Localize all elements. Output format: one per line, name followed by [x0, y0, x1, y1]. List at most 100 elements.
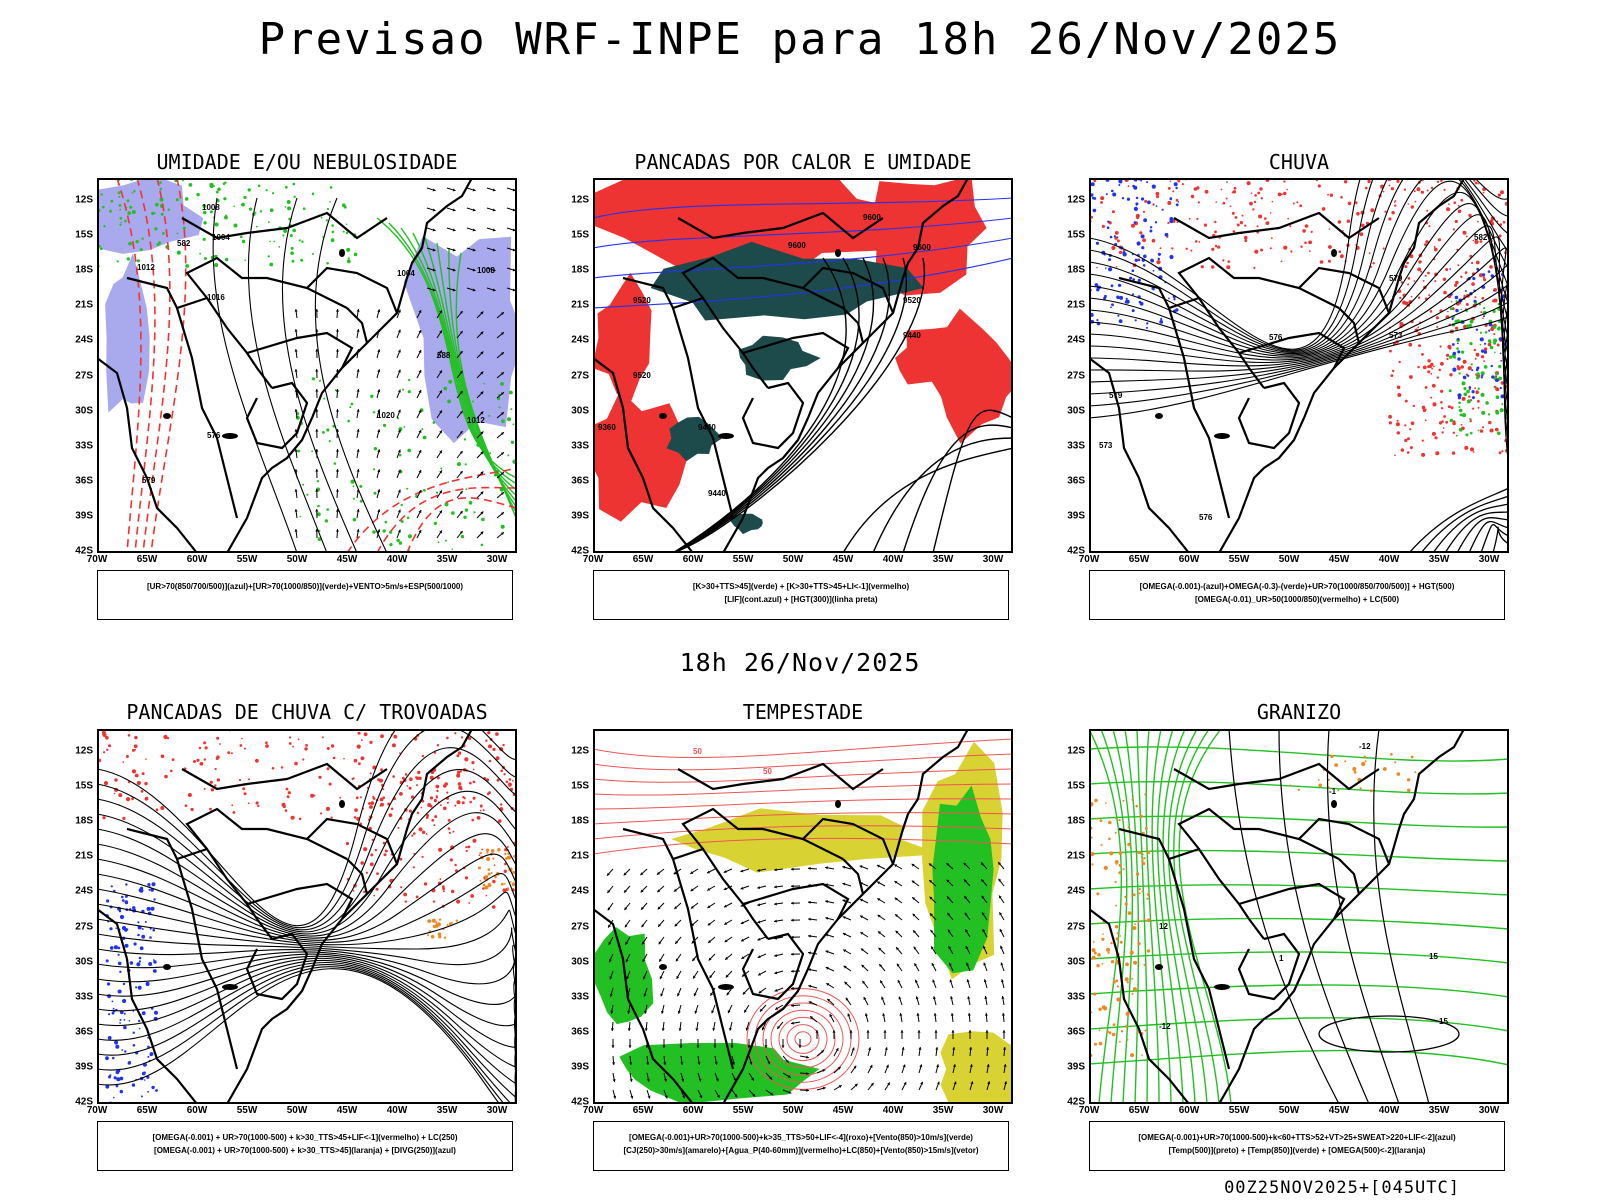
- hgt300-contour: [672, 257, 907, 553]
- lc850-circle: [746, 988, 860, 1090]
- lat-tick-label: 36S: [571, 1026, 589, 1038]
- lat-tick-label: 24S: [571, 885, 589, 897]
- contour-label: 588: [437, 351, 451, 360]
- lat-tick-label: 18S: [75, 815, 93, 827]
- lat-tick-label: 21S: [571, 299, 589, 311]
- lon-tick-label: 55W: [732, 1105, 754, 1116]
- water-contour: [593, 837, 1013, 855]
- lon-tick-label: 50W: [286, 1105, 308, 1116]
- unstable-area-red: [895, 326, 994, 385]
- lon-axis: 70W 65W 60W 55W 50W 45W 40W 35W 30W: [1079, 554, 1509, 568]
- lon-tick-label: 35W: [1428, 554, 1450, 565]
- lat-tick-label: 24S: [75, 334, 93, 346]
- wind-vectors: [294, 308, 505, 539]
- lon-tick-label: 30W: [982, 1105, 1004, 1116]
- lat-tick-label: 21S: [571, 850, 589, 862]
- lon-tick-label: 50W: [1278, 1105, 1300, 1116]
- lon-tick-label: 70W: [86, 1105, 108, 1116]
- lon-tick-label: 50W: [782, 1105, 804, 1116]
- lat-tick-label: 33S: [75, 440, 93, 452]
- lon-tick-label: 65W: [1128, 1105, 1150, 1116]
- lon-tick-label: 30W: [982, 554, 1004, 565]
- lon-axis: 70W 65W 60W 55W 50W 45W 40W 35W 30W: [87, 554, 517, 568]
- hgt500-contour: [1089, 203, 1509, 359]
- lat-tick-label: 39S: [75, 510, 93, 522]
- lifted-index-contour: [593, 217, 1013, 249]
- country-border: [346, 858, 369, 895]
- lat-tick-label: 12S: [1067, 745, 1085, 757]
- temp850-contour: [1156, 729, 1184, 1104]
- lat-tick-label: 21S: [75, 850, 93, 862]
- contour-label: 9520: [903, 296, 921, 305]
- lat-tick-label: 15S: [1067, 229, 1085, 241]
- streamline-250: [97, 961, 517, 1099]
- lake: [163, 964, 171, 970]
- hgt500-contour: [1089, 191, 1509, 357]
- map-panel-tempestade: 50 50: [593, 729, 1013, 1104]
- lon-tick-label: 60W: [1178, 554, 1200, 565]
- country-border: [181, 211, 388, 240]
- country-border: [1167, 307, 1231, 519]
- lon-tick-label: 45W: [1328, 1105, 1350, 1116]
- hgt300-contour: [932, 409, 1013, 553]
- streamline-250: [97, 968, 517, 1104]
- contour-label: 50: [763, 767, 772, 776]
- contour-label: 576: [1199, 513, 1213, 522]
- lat-axis: 12S 15S 18S 21S 24S 27S 30S 33S 36S 39S 42S: [1053, 729, 1085, 1108]
- hgt300-contour: [672, 257, 926, 553]
- lon-tick-label: 40W: [1378, 554, 1400, 565]
- country-border: [246, 882, 354, 920]
- lat-tick-label: 18S: [1067, 264, 1085, 276]
- lon-tick-label: 35W: [932, 1105, 954, 1116]
- lifted-index-contour: [593, 237, 1013, 279]
- lat-tick-label: 33S: [1067, 991, 1085, 1003]
- contour-label: 579: [1389, 274, 1403, 283]
- hgt500-contour: [1089, 262, 1509, 415]
- lake: [1155, 413, 1163, 419]
- lat-tick-label: 42S: [571, 1096, 589, 1108]
- humidity-low-contour: [455, 252, 517, 521]
- lake: [1331, 800, 1337, 808]
- country-border: [677, 762, 884, 791]
- map-frame: [593, 729, 1013, 1104]
- lat-tick-label: 27S: [1067, 370, 1085, 381]
- temp850-contour: [1089, 780, 1509, 795]
- contour-label: 1012: [137, 263, 155, 272]
- hgt500-contour: [1089, 247, 1509, 397]
- lon-tick-label: 70W: [1078, 1105, 1100, 1116]
- pressure-isobar: [281, 197, 358, 553]
- country-border: [245, 932, 309, 1001]
- country-border: [306, 817, 399, 865]
- temp850-contour: [1178, 729, 1232, 1104]
- lat-tick-label: 33S: [1067, 440, 1085, 452]
- wind850-area: [593, 927, 654, 1025]
- rain-blue-dots: [1449, 267, 1509, 400]
- country-border: [1118, 827, 1265, 940]
- contour-label: 573: [1099, 441, 1113, 450]
- temp850-contour: [1089, 815, 1509, 828]
- lon-tick-label: 45W: [832, 554, 854, 565]
- legend-line: [UR>70(850/700/500)](azul)+[UR>70(1000/8…: [146, 582, 464, 591]
- lat-tick-label: 24S: [1067, 334, 1085, 346]
- streamline-250: [97, 873, 517, 944]
- lc850-circle: [778, 1016, 828, 1062]
- omega-orange-dots: [1289, 752, 1419, 793]
- country-border: [741, 932, 805, 1001]
- hgt500-contour: [1089, 301, 1509, 451]
- lon-tick-label: 70W: [582, 1105, 604, 1116]
- lat-tick-label: 24S: [75, 885, 93, 897]
- wind-vectors: [426, 187, 516, 292]
- lon-tick-label: 55W: [1228, 554, 1250, 565]
- lat-tick-label: 36S: [75, 1026, 93, 1038]
- lon-tick-label: 70W: [86, 554, 108, 565]
- temp850-contour: [1145, 729, 1160, 1104]
- temp500-contour: [1373, 729, 1430, 1104]
- contour-label: 9440: [708, 489, 726, 498]
- hgt500-contour: [1089, 178, 1509, 352]
- legend-trovoadas: [OMEGA(-0.001) + UR>70(1000-500) + k>30_…: [97, 1121, 513, 1171]
- lat-tick-label: 15S: [75, 229, 93, 241]
- lat-tick-label: 15S: [75, 780, 93, 792]
- temp850-contour: [1173, 729, 1220, 1104]
- lat-axis: 12S 15S 18S 21S 24S 27S 30S 33S 36S 39S 42S: [557, 729, 589, 1108]
- thickness-line: [376, 486, 517, 553]
